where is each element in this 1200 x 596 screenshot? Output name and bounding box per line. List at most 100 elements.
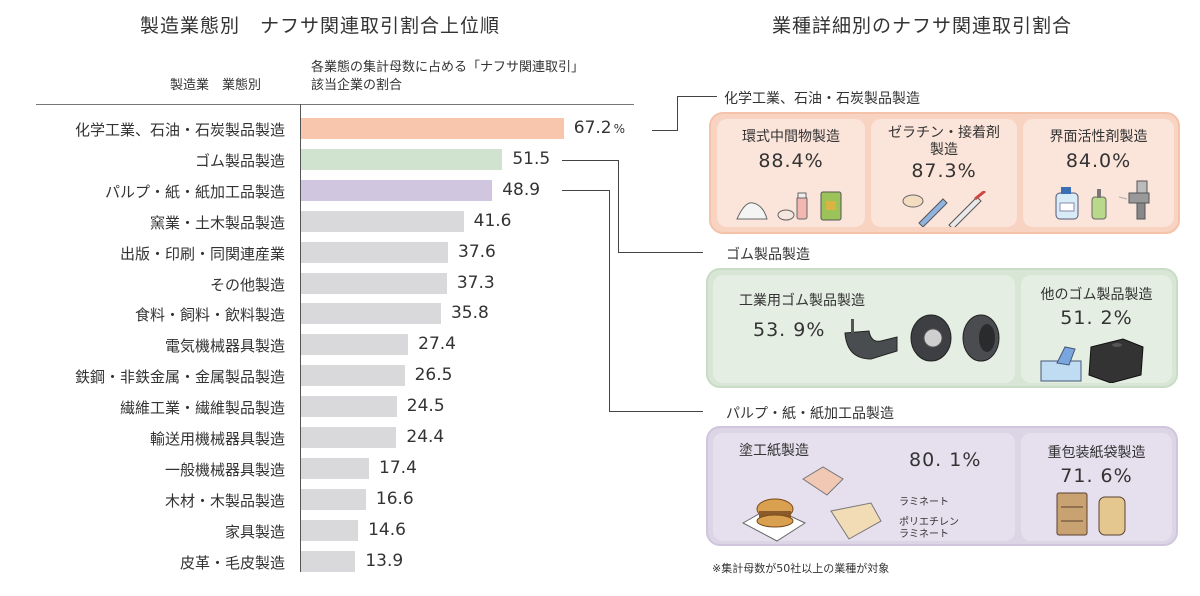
card-name: ゼラチン・接着剤 xyxy=(888,125,1000,141)
bar-row: その他製造 37.3 xyxy=(0,272,680,295)
bar-label: 化学工業、石油・石炭製品製造 xyxy=(74,121,285,139)
bar-value: 37.3 xyxy=(457,273,495,293)
panel-chemical: 環式中間物製造 88.4% ゼラチン・接着剤 製造 87.3% 界面活性剤製造 … xyxy=(709,112,1180,234)
pump-bottle-icon xyxy=(1091,189,1107,220)
soap-bottle-icon xyxy=(777,192,808,221)
header-divider xyxy=(36,104,634,105)
bar-row: 化学工業、石油・石炭製品製造 67.2% xyxy=(0,118,680,140)
panel-rubber: 工業用ゴム製品製造 53. 9% 他のゴム製品製造 51. 2% xyxy=(706,268,1178,388)
card-name: 塗工紙製造 xyxy=(739,443,809,459)
bar-value: 26.5 xyxy=(415,365,453,385)
card-percent: 80. 1% xyxy=(909,449,982,471)
bar-value: 51.5 xyxy=(512,149,550,169)
bar-row: 鉄鋼・非鉄金属・金属製品製造 26.5 xyxy=(0,365,680,387)
bar-label: 鉄鋼・非鉄金属・金属製品製造 xyxy=(74,368,285,387)
bar xyxy=(301,334,409,356)
card-cyclic-intermediates: 環式中間物製造 88.4% xyxy=(717,119,865,227)
bar-label: 繊維工業・繊維製品製造 xyxy=(119,399,285,418)
bar-row: パルプ・紙・紙加工品製造 48.9 xyxy=(0,179,680,202)
bar-value: 37.6 xyxy=(458,242,496,262)
bar-label: 出版・印刷・同関連産業 xyxy=(119,244,285,263)
bar-value-number: 26.5 xyxy=(414,365,453,386)
detergent-bottle-icon xyxy=(1055,187,1079,220)
powder-icon xyxy=(736,202,768,220)
card-name: 界面活性剤製造 xyxy=(1049,129,1148,145)
connector-pulp xyxy=(562,190,610,191)
card-coated-paper: 塗工紙製造 80. 1% ラミネート ポリエチレン ラミネート xyxy=(713,433,1015,542)
adhesive-tubes-icon xyxy=(902,191,986,227)
bar-label: ゴム製品製造 xyxy=(194,151,285,170)
footnote: ※集計母数が50社以上の業種が対象 xyxy=(712,562,890,575)
section-title-chemical: 化学工業、石油・石炭製品製造 xyxy=(724,91,920,107)
card-name: 他のゴム製品製造 xyxy=(1040,287,1153,303)
bar-value-number: 67.2 xyxy=(573,118,612,138)
connector-rubber xyxy=(618,160,619,253)
left-chart-title: 製造業態別 ナフサ関連取引割合上位順 xyxy=(140,15,501,37)
bar-value-number: 17.4 xyxy=(379,457,417,478)
tire-icon xyxy=(910,314,952,362)
bar xyxy=(301,303,441,325)
bar-label: 窯業・土木製品製造 xyxy=(149,213,285,232)
bar xyxy=(301,488,366,510)
card-name: 重包装紙袋製造 xyxy=(1047,445,1146,461)
paper-sack-icon xyxy=(1056,492,1088,536)
card-heavy-paper-bags: 重包装紙袋製造 71. 6% xyxy=(1021,433,1172,541)
bar-value: 24.4 xyxy=(406,427,444,447)
bar-value-number: 41.6 xyxy=(473,210,512,231)
bar-row: 繊維工業・繊維製品製造 24.5 xyxy=(0,396,680,418)
section-title-rubber: ゴム製品製造 xyxy=(726,247,810,263)
bar-label: 食料・飼料・飲料製造 xyxy=(134,306,285,325)
panel-pulp: 塗工紙製造 80. 1% ラミネート ポリエチレン ラミネート 重包装紙袋製造 … xyxy=(706,426,1178,546)
bar xyxy=(301,550,356,572)
card-percent: 87.3% xyxy=(911,160,977,182)
bar-row: 皮革・毛皮製造 13.9 xyxy=(0,550,680,573)
bar-row: 電気機械器具製造 27.4 xyxy=(0,334,680,356)
section-title-pulp: パルプ・紙・紙加工品製造 xyxy=(726,406,894,422)
bar-value-number: 35.8 xyxy=(450,303,489,324)
bar-label: 家具製造 xyxy=(224,522,285,541)
tire-icon xyxy=(962,314,1000,362)
bar xyxy=(301,519,359,541)
card-industrial-rubber: 工業用ゴム製品製造 53. 9% xyxy=(713,275,1015,383)
card-percent: 53. 9% xyxy=(753,319,826,341)
bar xyxy=(301,396,397,418)
bar-row: ゴム製品製造 51.5 xyxy=(0,148,680,171)
bar-value: 16.6 xyxy=(376,489,414,509)
bag-icon xyxy=(820,191,842,221)
bar xyxy=(301,457,370,479)
bar-row: 窯業・土木製品製造 41.6 xyxy=(0,210,680,233)
card-gelatin-adhesives: ゼラチン・接着剤 製造 87.3% xyxy=(871,119,1017,227)
bar-value: 35.8 xyxy=(451,303,489,323)
bar xyxy=(301,365,405,387)
paper-sack-icon xyxy=(1098,496,1126,536)
card-name: 環式中間物製造 xyxy=(742,129,840,145)
connector-rubber xyxy=(618,252,703,253)
bar xyxy=(301,210,464,232)
bar-row: 食料・飼料・飲料製造 35.8 xyxy=(0,303,680,325)
bar-value: 67.2% xyxy=(574,118,625,138)
connector-rubber xyxy=(562,160,619,161)
card-name-line2: 製造 xyxy=(930,142,958,158)
bar-value: 27.4 xyxy=(418,334,456,354)
card-percent: 84.0% xyxy=(1065,150,1132,172)
right-title: 業種詳細別のナフサ関連取引割合 xyxy=(772,15,1073,37)
card-percent: 51. 2% xyxy=(1060,307,1133,329)
connector-pulp xyxy=(609,190,610,412)
bar-value-number: 37.6 xyxy=(458,241,496,262)
bar-row: 家具製造 14.6 xyxy=(0,519,680,542)
card-name: 工業用ゴム製品製造 xyxy=(739,293,865,309)
bar-label: 皮革・毛皮製造 xyxy=(179,553,285,572)
category-column-header: 製造業 業態別 xyxy=(170,78,262,93)
bar xyxy=(301,148,503,170)
bar-value-number: 37.3 xyxy=(456,272,495,293)
gloves-box-icon xyxy=(1040,346,1082,382)
bar xyxy=(301,272,447,294)
bar-value: 13.9 xyxy=(365,551,403,571)
connector-pulp xyxy=(609,411,703,412)
annotation-polyethylene-laminate-1: ポリエチレン xyxy=(899,517,959,528)
spray-gun-icon xyxy=(1118,180,1150,220)
bar-label: 木材・木製品製造 xyxy=(164,491,285,510)
bar-label: その他製造 xyxy=(209,275,285,294)
bar-label: 一般機械器具製造 xyxy=(164,460,285,479)
value-column-header-line1: 各業態の集計母数に占める「ナフサ関連取引」 xyxy=(311,60,585,75)
